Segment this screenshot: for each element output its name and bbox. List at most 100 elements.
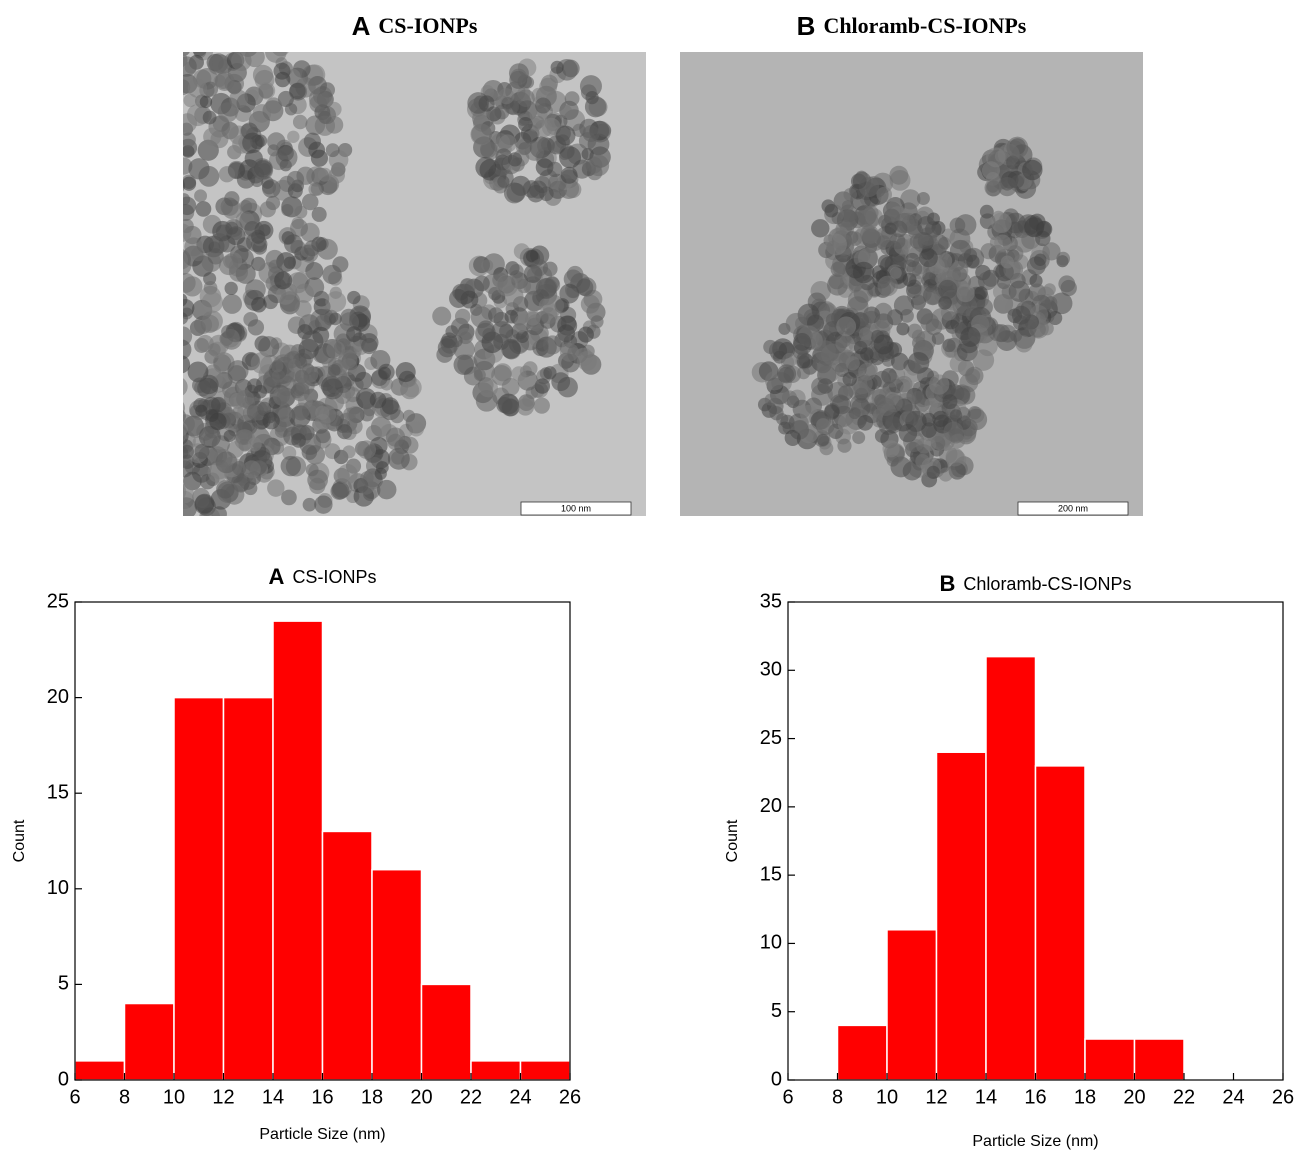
particle — [949, 261, 969, 281]
particle — [130, 164, 151, 185]
particle — [259, 201, 276, 218]
particle — [149, 83, 169, 103]
particle — [286, 170, 305, 189]
particle — [163, 170, 181, 188]
particle — [143, 88, 159, 104]
particle — [873, 334, 894, 355]
particle — [921, 422, 937, 438]
y-tick-label: 5 — [771, 1000, 782, 1022]
particle — [860, 347, 874, 361]
particle — [247, 319, 265, 336]
particle — [525, 249, 539, 263]
bar — [985, 655, 1037, 1081]
particle — [161, 323, 175, 337]
particle — [201, 252, 222, 272]
particle — [267, 132, 286, 151]
particle — [208, 55, 228, 75]
particle — [152, 487, 174, 509]
particle — [135, 444, 148, 457]
particle — [942, 394, 958, 410]
particle — [183, 193, 191, 206]
particle — [478, 378, 498, 398]
particle — [337, 424, 353, 440]
panel-name: CS-IONPs — [292, 567, 376, 587]
particle — [144, 111, 158, 125]
particle — [540, 307, 558, 325]
particle — [305, 262, 324, 280]
particle — [169, 189, 182, 202]
x-tick-label: 16 — [1024, 1086, 1046, 1108]
particle — [143, 123, 161, 141]
particle — [559, 104, 573, 119]
particle — [159, 420, 177, 438]
particle — [154, 83, 172, 101]
particle — [816, 418, 831, 433]
particle — [154, 362, 173, 381]
particle — [449, 289, 468, 308]
particle — [896, 322, 910, 336]
particle — [183, 256, 192, 276]
particle — [408, 421, 424, 437]
particle — [236, 24, 254, 42]
particle — [884, 416, 902, 434]
particle — [116, 163, 133, 180]
particle — [577, 351, 597, 371]
particle — [149, 135, 163, 149]
particle — [275, 285, 295, 305]
particle — [817, 378, 834, 394]
x-tick-label: 14 — [262, 1086, 284, 1108]
particle — [587, 154, 610, 177]
bar — [886, 929, 938, 1081]
panel-name: Chloramb-CS-IONPs — [823, 13, 1026, 38]
particle — [889, 233, 906, 250]
particle — [166, 179, 178, 191]
particle — [374, 467, 387, 480]
particle — [811, 219, 830, 238]
particle — [156, 156, 177, 177]
panel-letter: A — [352, 11, 371, 41]
particle — [199, 95, 213, 109]
panel-title: B Chloramb-CS-IONPs — [940, 571, 1132, 596]
panel-title: B Chloramb-CS-IONPs — [797, 11, 1027, 41]
particle — [214, 71, 235, 91]
particle — [183, 299, 195, 317]
panel-letter: A — [269, 564, 285, 589]
particle — [965, 408, 988, 431]
particle — [183, 444, 195, 459]
particle — [1044, 296, 1058, 309]
particle — [144, 196, 159, 211]
particle — [825, 313, 840, 328]
particle — [311, 206, 327, 222]
particle — [863, 205, 879, 221]
particle — [357, 440, 377, 460]
particle — [242, 132, 263, 154]
particle — [481, 259, 494, 272]
particle — [284, 103, 298, 116]
particle — [343, 407, 356, 421]
particle — [195, 201, 212, 217]
particle — [1006, 155, 1020, 170]
particle — [994, 234, 1012, 252]
particle — [354, 371, 373, 390]
x-tick-label: 6 — [69, 1086, 80, 1108]
particle — [118, 115, 132, 129]
particle — [1006, 136, 1029, 159]
particle — [949, 239, 972, 262]
particle — [778, 421, 792, 435]
particle — [582, 125, 600, 143]
particle — [516, 398, 535, 416]
particle — [395, 362, 416, 383]
particle — [147, 146, 164, 163]
particle — [337, 463, 358, 485]
particle — [916, 192, 930, 206]
particle — [293, 405, 309, 421]
particle — [541, 138, 555, 152]
particle — [169, 437, 182, 450]
particle — [146, 115, 159, 128]
particle — [149, 427, 166, 444]
particle — [150, 72, 171, 93]
particle — [160, 351, 177, 368]
bar — [222, 696, 274, 1081]
particle — [346, 326, 362, 343]
particle — [585, 90, 599, 105]
